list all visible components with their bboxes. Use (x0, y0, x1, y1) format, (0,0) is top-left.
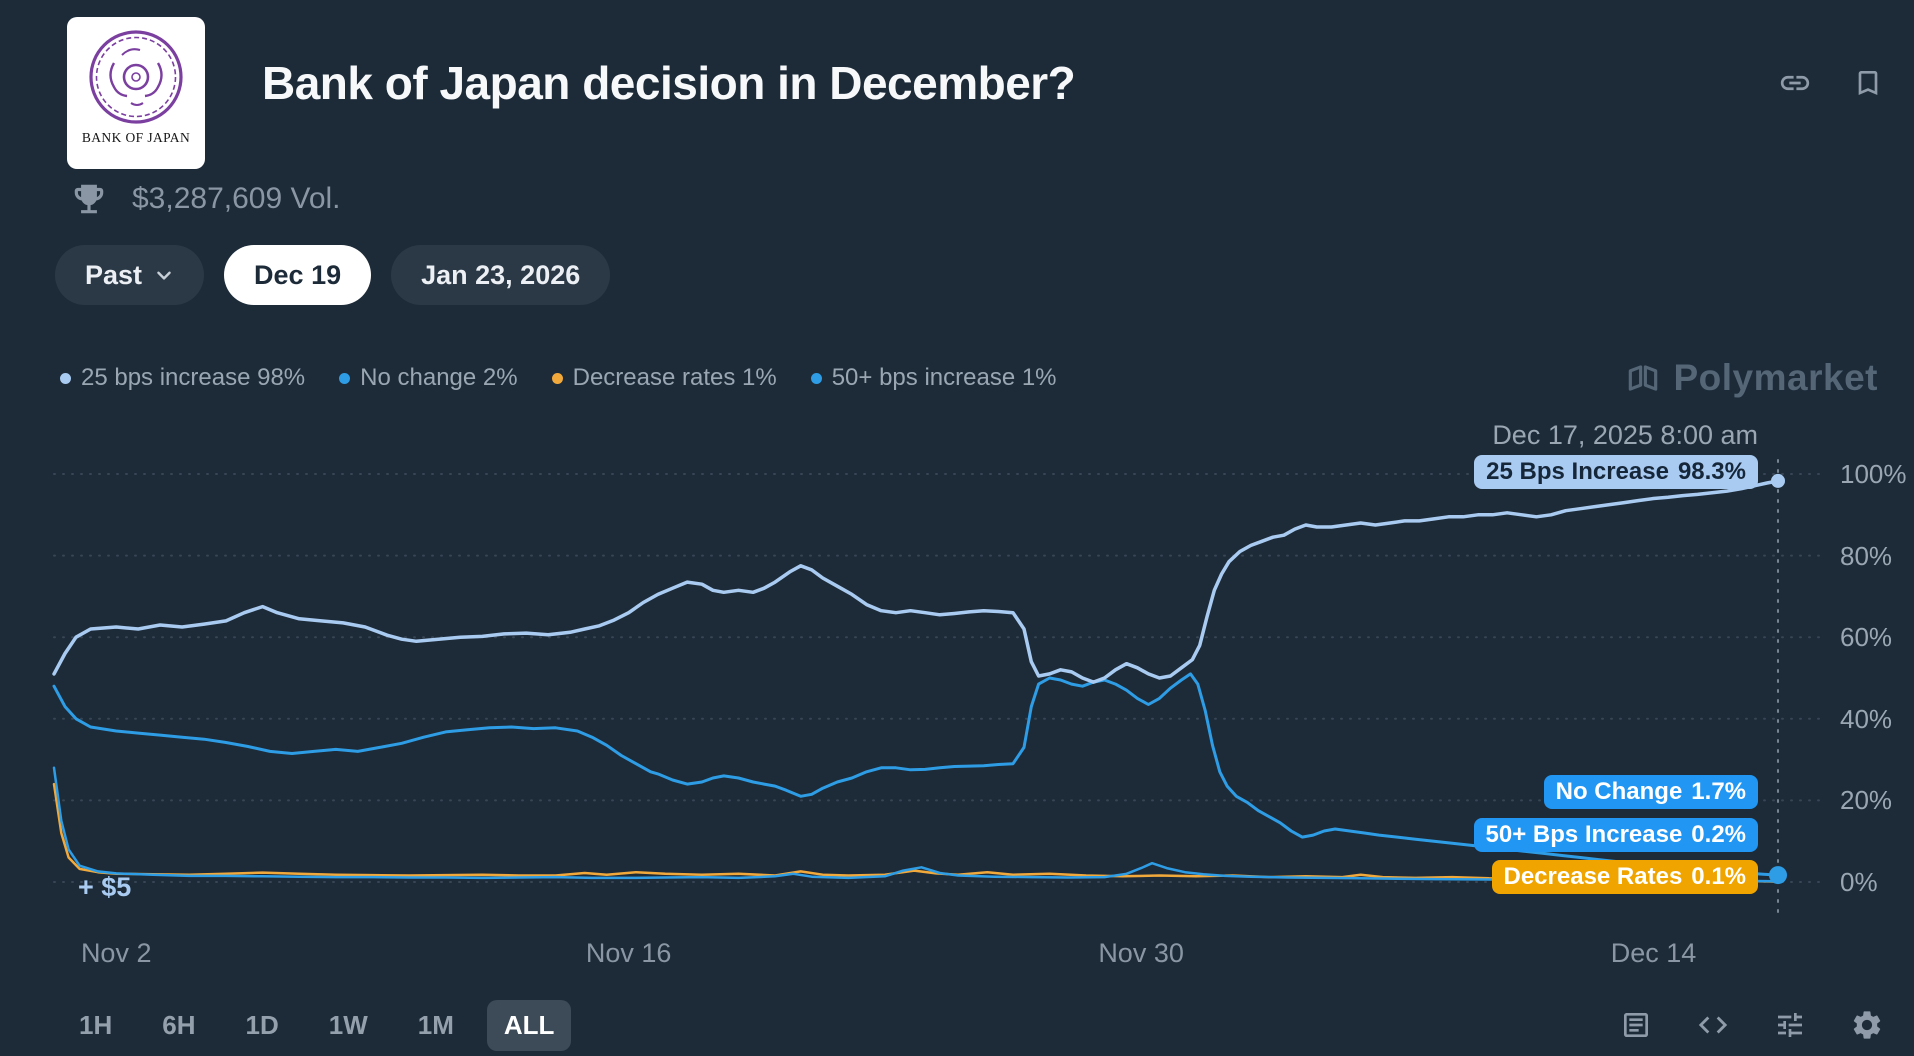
legend-dot-icon (551, 372, 563, 384)
code-icon[interactable] (1696, 1008, 1730, 1042)
header-actions (1778, 66, 1884, 100)
legend-dot-icon (60, 372, 71, 384)
article-icon[interactable] (1620, 1009, 1652, 1041)
settings-icon[interactable] (1850, 1008, 1884, 1042)
profit-label: + $5 (78, 872, 132, 902)
series-decrease-rates (52, 782, 1780, 883)
polymarket-watermark: Polymarket (1624, 357, 1879, 399)
outcome-badge-value: 98.3% (1677, 457, 1746, 485)
page-title: Bank of Japan decision in December? (262, 57, 1076, 109)
timeframe-1w[interactable]: 1W (328, 1009, 368, 1040)
watermark-label: Polymarket (1673, 357, 1878, 398)
x-axis-label-2: Nov 30 (1098, 938, 1184, 968)
past-dropdown-label: Past (85, 259, 143, 290)
series-end-dot-no-change (1769, 866, 1787, 885)
series-50-plus-bps-increase (52, 766, 1780, 883)
logo-caption: BANK OF JAPAN (81, 130, 191, 145)
volume-text: $3,287,609 Vol. (132, 182, 341, 215)
y-axis-label-2: 60% (1840, 622, 1893, 653)
timeframe-6h[interactable]: 6H (162, 1009, 196, 1040)
timeframe-1d[interactable]: 1D (245, 1009, 279, 1040)
legend-dot-icon (810, 372, 822, 384)
outcome-badge-value: 0.2% (1691, 821, 1746, 848)
past-dropdown[interactable]: Past (55, 245, 205, 305)
cursor-timestamp: Dec 17, 2025 8:00 am (1492, 420, 1758, 450)
chevron-down-icon (157, 271, 171, 280)
volume-row: $3,287,609 Vol. (70, 180, 341, 218)
x-axis-label-0: Nov 2 (80, 938, 152, 968)
bookmark-icon[interactable] (1852, 67, 1884, 99)
outcome-badge-0: 25 Bps Increase 98.3% (1474, 454, 1758, 489)
outcome-badge-1: No Change 1.7% (1543, 775, 1758, 809)
legend-label: 50+ bps increase 1% (831, 364, 1057, 391)
legend-label: Decrease rates 1% (572, 364, 777, 391)
outcome-badge-label: 25 Bps Increase (1486, 457, 1669, 485)
legend-item-2[interactable]: Decrease rates 1% (551, 364, 777, 392)
trophy-icon (74, 184, 104, 214)
legend-label: No change 2% (360, 364, 518, 391)
date-filter-row: Past Dec 19 Jan 23, 2026 (55, 245, 611, 305)
y-axis-label-1: 80% (1840, 540, 1893, 571)
y-axis-label-5: 0% (1840, 867, 1878, 897)
timeframe-1h[interactable]: 1H (79, 1009, 113, 1040)
y-axis-label-0: 100% (1840, 459, 1907, 489)
polymarket-logo-icon (1628, 365, 1657, 391)
chart-legend: 25 bps increase 98% No change 2% Decrease … (60, 364, 1057, 392)
series-no-change (52, 672, 1780, 877)
legend-item-3[interactable]: 50+ bps increase 1% (810, 364, 1057, 392)
legend-item-0[interactable]: 25 bps increase 98% (60, 364, 305, 392)
x-axis-label-1: Nov 16 (585, 938, 672, 968)
outcome-badge-label: No Change (1555, 778, 1683, 805)
outcome-badge-2: 50+ Bps Increase 0.2% (1473, 818, 1758, 852)
outcome-badge-value: 0.1% (1691, 863, 1746, 890)
timeframe-selector: 1H 6H 1D 1W 1M ALL (62, 999, 572, 1051)
price-chart[interactable]: Dec 17, 2025 8:00 am + $5 100% 80% 60% 40% 2… (0, 416, 1914, 1036)
outcome-badge-label: 50+ Bps Increase (1485, 821, 1683, 848)
timeframe-1m[interactable]: 1M (417, 1009, 454, 1040)
boj-seal-icon (89, 30, 183, 124)
outcome-badge-label: Decrease Rates (1503, 863, 1683, 890)
legend-label: 25 bps increase 98% (81, 364, 306, 391)
outcome-badge-value: 1.7% (1691, 778, 1746, 805)
link-icon[interactable] (1778, 66, 1812, 100)
outcome-badge-3: Decrease Rates 0.1% (1491, 860, 1758, 894)
chart-toolbar: 1H 6H 1D 1W 1M ALL (62, 999, 1884, 1051)
x-axis-label-3: Dec 14 (1610, 938, 1697, 968)
y-axis-label-4: 20% (1840, 785, 1893, 816)
toolbar-icons (1620, 1008, 1884, 1042)
date-chip-dec-19[interactable]: Dec 19 (224, 245, 372, 305)
market-logo: BANK OF JAPAN (67, 17, 205, 169)
legend-item-1[interactable]: No change 2% (339, 364, 518, 392)
timeframe-all[interactable]: ALL (486, 999, 572, 1051)
tune-icon[interactable] (1774, 1009, 1806, 1041)
date-chip-jan-23[interactable]: Jan 23, 2026 (391, 245, 611, 305)
series-25-bps-increase (52, 479, 1780, 684)
legend-row: 25 bps increase 98% No change 2% Decrease … (60, 352, 1878, 404)
series-end-dot-25-bps-increase (1771, 473, 1785, 488)
y-axis-label-3: 40% (1840, 703, 1893, 734)
legend-dot-icon (339, 372, 351, 384)
